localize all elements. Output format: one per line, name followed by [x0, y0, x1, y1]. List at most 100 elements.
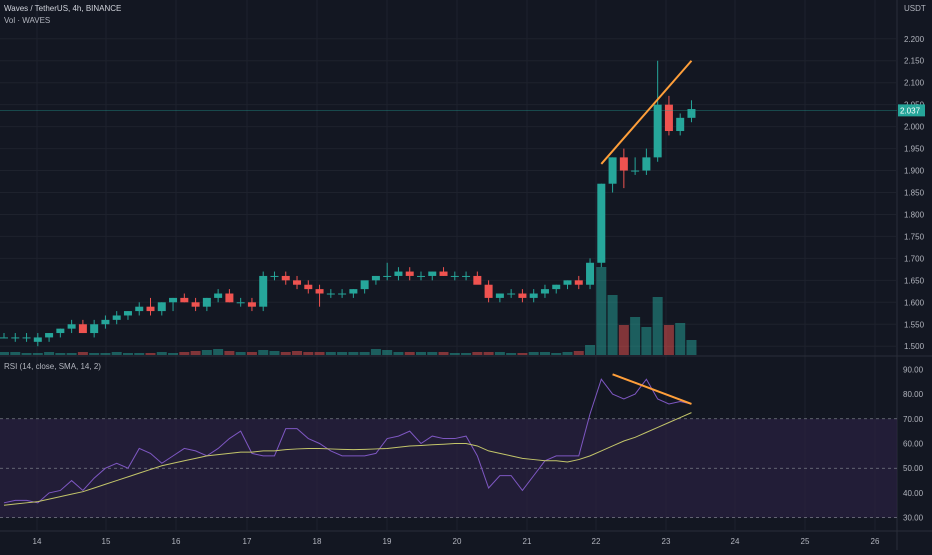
- price-tick-label: 1.600: [904, 298, 925, 307]
- candle-body: [67, 324, 76, 329]
- candle-body: [540, 289, 549, 294]
- last-price-tag: [898, 104, 925, 117]
- volume-bar: [630, 317, 641, 355]
- candle-body: [642, 157, 651, 171]
- price-tick-label: 2.200: [904, 35, 925, 44]
- volume-bar: [618, 325, 629, 355]
- candle-body: [529, 293, 538, 298]
- candle-body: [687, 109, 696, 118]
- candle-body: [450, 275, 459, 277]
- rsi-tick-label: 80.00: [903, 390, 924, 399]
- candle-body: [383, 275, 392, 277]
- candle-body: [360, 280, 369, 290]
- volume-bar: [224, 351, 235, 355]
- time-tick-label: 25: [801, 537, 810, 546]
- volume-bar: [663, 325, 674, 355]
- candle-body: [225, 293, 234, 303]
- volume-bar: [179, 352, 190, 355]
- rsi-line: [3, 378, 692, 504]
- candle-body: [631, 170, 640, 172]
- last-price-label: 2.037: [900, 106, 921, 115]
- candle-body: [495, 293, 504, 298]
- price-tick-label: 2.150: [904, 57, 925, 66]
- time-tick-label: 24: [731, 537, 740, 546]
- candle-body: [101, 319, 110, 325]
- volume-bar: [494, 352, 505, 355]
- rsi-tick-label: 90.00: [903, 365, 924, 374]
- candle-body: [338, 293, 347, 295]
- candle-body: [270, 275, 279, 277]
- candle-body: [586, 262, 595, 285]
- candle-body: [653, 104, 662, 158]
- volume-bar: [348, 352, 359, 355]
- volume-bar: [89, 353, 100, 355]
- candle-body: [462, 275, 471, 277]
- time-tick-label: 23: [662, 537, 671, 546]
- candle-body: [315, 289, 324, 294]
- volume-bar: [246, 352, 257, 355]
- volume-bar: [393, 352, 404, 355]
- candle-body: [11, 337, 20, 339]
- volume-bar: [168, 353, 179, 355]
- candle-body: [563, 280, 572, 285]
- volume-bar: [280, 352, 291, 355]
- volume-bar: [585, 345, 596, 355]
- candle-body: [439, 271, 448, 276]
- candle-body: [608, 157, 617, 184]
- candle-body: [349, 289, 358, 294]
- rsi-tick-label: 50.00: [903, 464, 924, 473]
- candle-body: [574, 280, 583, 285]
- candle-body: [78, 324, 87, 334]
- time-tick-label: 16: [172, 537, 181, 546]
- rsi-ma-line: [3, 412, 692, 506]
- price-tick-label: 1.950: [904, 145, 925, 154]
- volume-bar: [258, 350, 269, 355]
- price-tick-label: 1.750: [904, 232, 925, 241]
- volume-bar: [472, 352, 483, 355]
- rsi-legend: RSI (14, close, SMA, 14, 2): [4, 362, 101, 371]
- time-tick-label: 17: [243, 537, 252, 546]
- candle-body: [56, 328, 65, 334]
- volume-bar: [32, 353, 43, 355]
- candle-body: [394, 271, 403, 276]
- time-tick-label: 20: [453, 537, 462, 546]
- volume-bar: [213, 349, 224, 355]
- volume-bar: [359, 352, 370, 355]
- volume-bar: [415, 352, 426, 355]
- volume-bar: [122, 353, 133, 355]
- volume-bar: [190, 351, 201, 355]
- candle-body: [281, 275, 290, 281]
- candle-body: [259, 275, 268, 307]
- candle-body: [123, 311, 132, 316]
- volume-bar: [641, 327, 652, 355]
- candle-body: [22, 337, 31, 339]
- time-tick-label: 14: [33, 537, 42, 546]
- candle-body: [135, 306, 144, 312]
- volume-bar: [404, 352, 415, 355]
- price-tick-label: 2.100: [904, 79, 925, 88]
- price-tick-label: 1.650: [904, 276, 925, 285]
- rsi-tick-label: 30.00: [903, 514, 924, 523]
- volume-bar: [461, 353, 472, 355]
- volume-bar: [77, 352, 88, 355]
- candle-body: [326, 293, 335, 295]
- volume-bar: [449, 353, 460, 355]
- volume-bar: [325, 352, 336, 355]
- candle-body: [33, 337, 42, 342]
- rsi-tick-label: 60.00: [903, 440, 924, 449]
- volume-legend: Vol · WAVES: [4, 16, 51, 25]
- volume-bar: [100, 353, 111, 355]
- candle-body: [619, 157, 628, 171]
- candle-body: [293, 280, 302, 285]
- volume-bar: [528, 352, 539, 355]
- candle-body: [664, 104, 673, 132]
- price-tick-label: 1.550: [904, 320, 925, 329]
- time-tick-label: 19: [383, 537, 392, 546]
- candle-body: [473, 275, 482, 285]
- candle-body: [484, 284, 493, 298]
- candle-body: [552, 284, 561, 290]
- volume-bar: [382, 350, 393, 355]
- volume-bar: [596, 267, 607, 355]
